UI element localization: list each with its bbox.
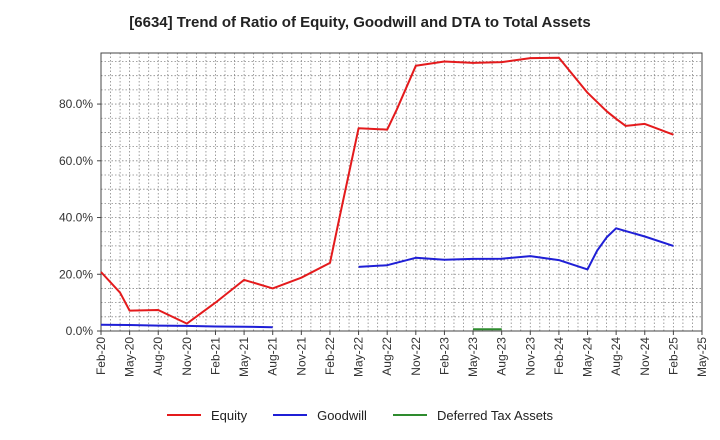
x-tick-label: May-23 [466,337,480,377]
legend-label: Goodwill [317,407,367,423]
x-tick-label: Feb-25 [666,337,680,375]
legend-item-equity: Equity [166,407,248,423]
x-tick-label: Feb-23 [437,337,451,375]
x-tick-label: Nov-21 [294,337,308,376]
x-tick-label: Aug-22 [380,337,394,376]
x-tick-label: Feb-24 [552,337,566,375]
series-line-equity [100,56,674,325]
x-tick-label: Aug-20 [151,337,165,376]
x-tick-label: May-21 [237,337,251,377]
y-tick-label: 60.0% [59,154,93,168]
legend-label: Equity [210,407,248,423]
x-tick-label: Nov-20 [180,337,194,376]
x-tick-label: Feb-22 [323,337,337,375]
legend-item-deferred-tax-assets: Deferred Tax Assets [392,407,554,423]
x-tick-label: Nov-22 [409,337,423,376]
y-tick-label: 80.0% [59,97,93,111]
y-tick-label: 40.0% [59,211,93,225]
x-tick-label: Nov-23 [523,337,537,376]
x-tick-label: May-22 [352,337,366,377]
y-tick-label: 20.0% [59,267,93,281]
legend-item-goodwill: Goodwill [273,408,367,423]
series-line-goodwill [100,323,273,329]
legend-swatch [392,414,427,416]
legend-swatch [166,414,201,416]
x-tick-label: Aug-21 [266,337,280,376]
legend-swatch [273,414,308,416]
x-tick-label: Aug-23 [495,337,509,376]
chart-title: [6634] Trend of Ratio of Equity, Goodwil… [129,14,591,31]
y-tick-label: 0.0% [66,324,94,338]
x-tick-label: Nov-24 [638,337,652,376]
x-tick-label: May-25 [695,337,709,377]
series-line-goodwill [358,227,674,271]
x-tick-label: May-24 [581,337,595,377]
plot-frame [100,52,703,332]
legend: Equity Goodwill Deferred Tax Assets [0,404,720,426]
x-tick-label: May-20 [123,337,137,377]
x-tick-label: Aug-24 [609,337,623,376]
legend-label: Deferred Tax Assets [436,407,554,423]
x-tick-label: Feb-20 [94,337,108,375]
x-tick-label: Feb-21 [208,337,222,375]
